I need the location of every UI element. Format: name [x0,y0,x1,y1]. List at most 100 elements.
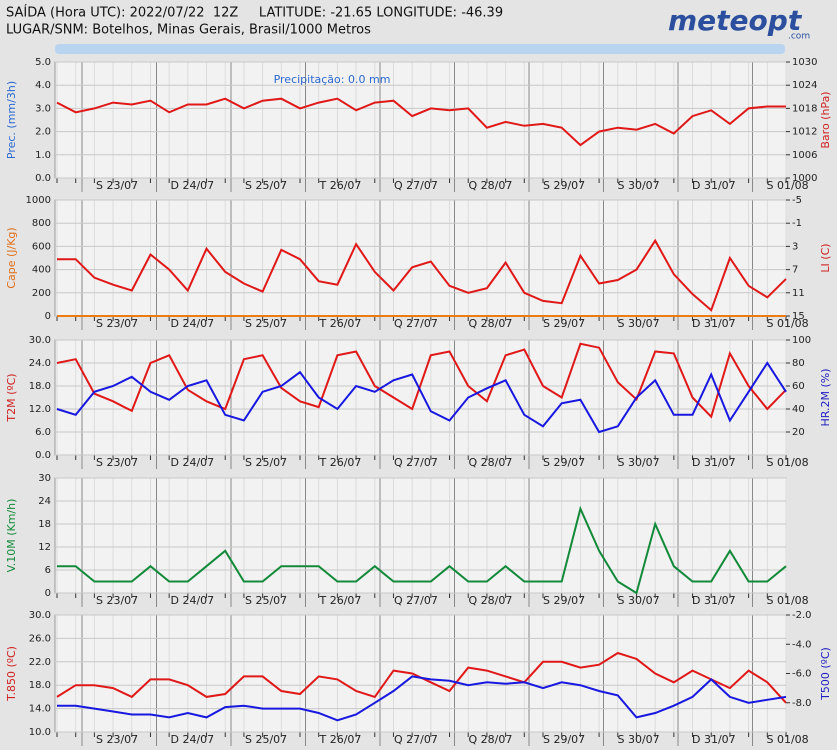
day-label: D 24/07 [171,456,215,469]
plot-area [54,199,787,317]
day-label: S 01/08 [767,456,809,469]
y-tick-label: 12 [38,542,51,553]
y-tick-label: 30.0 [29,610,51,621]
day-label: Q 27/07 [394,179,438,192]
y2-tick-label: 11 [792,288,805,299]
day-label: S 01/08 [767,594,809,607]
y-tick-label: 18.0 [29,680,51,691]
y2-tick-label: 60 [792,381,805,392]
day-label: S 23/07 [96,317,138,330]
y-tick-label: 22.0 [29,657,51,668]
day-label: Q 28/07 [469,317,513,330]
y-tick-label: 6.0 [35,427,51,438]
day-label: S 29/07 [543,733,585,746]
y-tick-label: 14.0 [29,704,51,715]
y-tick-label: 400 [32,265,51,276]
series-line [57,505,787,595]
y2-tick-label: 1030 [792,57,817,68]
y2-tick-label: -5 [792,195,802,206]
y-tick-label: 6 [45,565,51,576]
y2-tick-label: 20 [792,427,805,438]
day-label: T 26/07 [319,594,362,607]
day-label: S 29/07 [543,594,585,607]
y2-tick-label: 1006 [792,150,817,161]
logo-suffix: .com [788,32,810,42]
day-label: D 31/07 [692,594,736,607]
y-tick-label: 26.0 [29,633,51,644]
y-tick-label: 12.0 [29,404,51,415]
day-label: T 26/07 [319,456,362,469]
plot-area [54,614,787,733]
y2-tick-label: -8.0 [792,698,812,709]
y2-tick-label: 40 [792,404,805,415]
day-label: T 26/07 [319,317,362,330]
day-label: S 30/07 [618,317,660,330]
y-axis-label: T.850 (ºC) [5,646,18,702]
y2-tick-label: 1024 [792,80,817,91]
y2-axis-label: T500 (ºC) [819,647,832,701]
y2-tick-label: 7 [792,265,798,276]
day-label: Q 28/07 [469,594,513,607]
y-tick-label: 0 [45,311,51,322]
day-label: S 01/08 [767,317,809,330]
day-label: Q 28/07 [469,733,513,746]
day-label: S 29/07 [543,317,585,330]
plot-area [54,477,787,594]
day-label: S 29/07 [543,179,585,192]
y-tick-label: 30.0 [29,335,51,346]
y-tick-label: 2.0 [35,127,51,138]
day-label: S 25/07 [245,317,287,330]
y2-tick-label: -2.0 [792,610,812,621]
series-line [57,238,787,312]
y-tick-label: 3.0 [35,103,51,114]
y-axis-label: V.10M (Km/h) [5,499,18,573]
day-label: S 30/07 [618,594,660,607]
day-label: T 26/07 [319,733,362,746]
y2-tick-label: 100 [792,335,811,346]
day-label: S 01/08 [767,179,809,192]
y2-axis-label: Baro (hPa) [819,91,832,148]
y2-tick-label: -6.0 [792,669,812,680]
day-label: S 23/07 [96,594,138,607]
y-tick-label: 600 [32,241,51,252]
day-label: Q 27/07 [394,594,438,607]
day-label: D 31/07 [692,456,736,469]
y-tick-label: 30 [38,473,51,484]
y-tick-label: 0 [45,588,51,599]
day-label: D 31/07 [692,317,736,330]
annotation: Precipitação: 0.0 mm [274,73,391,86]
day-label: S 30/07 [618,179,660,192]
y2-tick-label: 3 [792,241,798,252]
header-line: LUGAR/SNM: Botelhos, Minas Gerais, Brasi… [6,23,371,38]
day-label: S 23/07 [96,456,138,469]
day-label: S 30/07 [618,456,660,469]
series-line [56,97,786,147]
y2-tick-label: 1000 [792,173,817,184]
y-tick-label: 0.0 [35,450,51,461]
y2-tick-label: -1 [792,218,802,229]
day-label: S 25/07 [245,179,287,192]
y-tick-label: 1.0 [35,150,51,161]
day-label: S 01/08 [767,733,809,746]
y-axis-label: Cape (J/Kg) [5,227,18,288]
day-label: D 31/07 [692,179,736,192]
day-label: S 30/07 [618,733,660,746]
y-tick-label: 200 [32,288,51,299]
y2-tick-label: -4.0 [792,639,812,650]
day-label: S 23/07 [96,179,138,192]
day-label: D 24/07 [171,594,215,607]
day-label: S 29/07 [543,456,585,469]
day-label: S 25/07 [245,594,287,607]
y-tick-label: 5.0 [35,57,51,68]
day-label: D 24/07 [171,733,215,746]
y2-axis-label: HR.2M (%) [819,368,832,426]
day-label: Q 28/07 [469,179,513,192]
y2-tick-label: 15 [792,311,805,322]
y-tick-label: 24.0 [29,358,51,369]
day-label: Q 27/07 [394,733,438,746]
y-tick-label: 800 [32,218,51,229]
day-label: S 23/07 [96,733,138,746]
y-tick-label: 18 [38,519,51,530]
